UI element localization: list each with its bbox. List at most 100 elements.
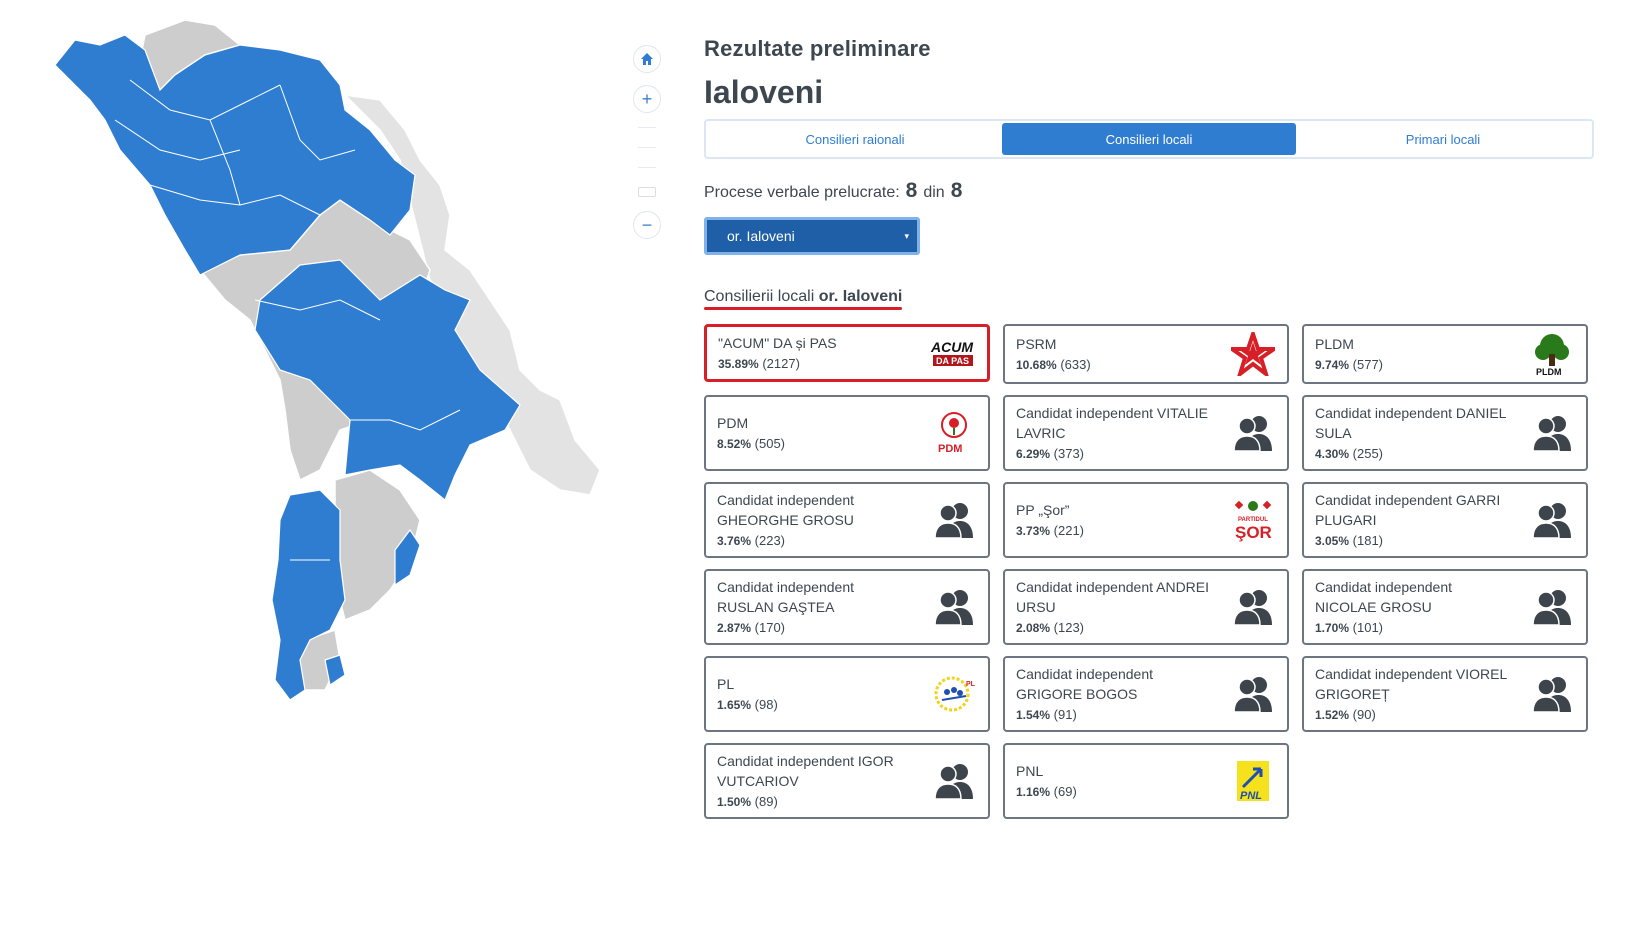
tab-consilieri-raionali[interactable]: Consilieri raionali [805, 131, 905, 147]
candidate-percent: 2.08% [1016, 620, 1051, 635]
candidate-name: Candidat independent GRIGORE BOGOS [1016, 665, 1154, 702]
district-borders [114, 79, 461, 561]
result-card[interactable]: PP „Şor” 3.73% (221) PARTIDUL ŞOR [1003, 482, 1289, 558]
page-subtitle: Rezultate preliminare [704, 36, 931, 61]
candidate-votes: (170) [754, 619, 786, 635]
zoom-in-button[interactable]: + [633, 85, 661, 113]
result-card[interactable]: PSRM 10.68% (633) [1003, 324, 1289, 384]
region-blue-center[interactable] [254, 259, 521, 501]
candidate-name: "ACUM" DA și PAS [718, 334, 837, 351]
result-card[interactable]: Candidat independent ANDREI URSU 2.08% (… [1003, 569, 1289, 645]
home-button[interactable] [633, 45, 661, 73]
independent-people-icon [930, 758, 978, 804]
candidate-percent: 1.65% [717, 697, 752, 712]
section-heading: Consilierii locali or. Ialoveni [704, 288, 903, 310]
processed-label: Procese verbale prelucrate: [704, 184, 900, 201]
region-blue-north[interactable] [54, 34, 416, 276]
candidate-percent: 10.68% [1016, 357, 1057, 372]
independent-people-icon [930, 497, 978, 543]
svg-text:ŞOR: ŞOR [1235, 523, 1272, 542]
result-card[interactable]: PL 1.65% (98) PL [704, 656, 990, 732]
candidate-name: Candidat independent GHEORGHE GROSU [717, 491, 855, 528]
results-grid: "ACUM" DA și PAS 35.89% (2127) ACUM DA PA… [704, 324, 1588, 819]
zoom-slider[interactable] [633, 117, 661, 207]
independent-people-icon [1528, 410, 1576, 456]
candidate-percent: 3.05% [1315, 533, 1350, 548]
result-card[interactable]: Candidat independent GHEORGHE GROSU 3.76… [704, 482, 990, 558]
candidate-name: PP „Şor” [1016, 501, 1070, 518]
locality-select[interactable]: or. Ialoveni ▾ [704, 217, 920, 255]
candidate-percent: 35.89% [718, 356, 759, 371]
candidate-votes: (181) [1352, 532, 1384, 548]
svg-text:DA PAS: DA PAS [936, 356, 969, 366]
section-underline [704, 307, 903, 310]
result-card[interactable]: Candidat independent NICOLAE GROSU 1.70%… [1302, 569, 1588, 645]
candidate-votes: (123) [1053, 619, 1085, 635]
zoom-handle[interactable] [638, 187, 656, 198]
zoom-tick [638, 167, 656, 169]
independent-people-icon [1229, 410, 1277, 456]
candidate-votes: (69) [1053, 783, 1077, 799]
candidate-name: Candidat independent GARRI PLUGARI [1315, 491, 1501, 528]
zoom-out-button[interactable]: − [633, 211, 661, 239]
result-card[interactable]: Candidat independent RUSLAN GAŞTEA 2.87%… [704, 569, 990, 645]
independent-people-icon [1229, 671, 1277, 717]
candidate-votes: (255) [1352, 445, 1384, 461]
candidate-name: Candidat independent RUSLAN GAŞTEA [717, 578, 855, 615]
candidate-percent: 1.50% [717, 794, 752, 809]
candidate-percent: 1.70% [1315, 620, 1350, 635]
candidate-name: PNL [1016, 762, 1044, 779]
candidate-name: Candidat independent VITALIE LAVRIC [1016, 404, 1208, 441]
result-card[interactable]: PNL 1.16% (69) PNL [1003, 743, 1289, 819]
candidate-name: Candidat independent IGOR VUTCARIOV [717, 752, 894, 789]
svg-text:ACUM: ACUM [930, 339, 973, 355]
svg-text:PDM: PDM [938, 443, 962, 455]
tab-consilieri-locali[interactable]: Consilieri locali [1002, 123, 1296, 155]
region-blue-southtip[interactable] [324, 654, 346, 686]
candidate-percent: 1.52% [1315, 707, 1350, 722]
candidate-votes: (373) [1053, 445, 1085, 461]
region-blue-southeast[interactable] [394, 528, 421, 587]
result-card[interactable]: PLDM 9.74% (577) PLDM [1302, 324, 1588, 384]
sor-logo: PARTIDUL ŞOR [1229, 497, 1277, 543]
region-blue-south[interactable] [271, 489, 346, 701]
candidate-votes: (505) [754, 435, 786, 451]
home-icon [641, 53, 653, 65]
pdm-rose-logo: PDM [930, 410, 978, 456]
processed-counter: Procese verbale prelucrate: 8 din 8 [704, 179, 1599, 203]
candidate-percent: 1.54% [1016, 707, 1051, 722]
result-card[interactable]: Candidat independent GARRI PLUGARI 3.05%… [1302, 482, 1588, 558]
result-card[interactable]: Candidat independent GRIGORE BOGOS 1.54%… [1003, 656, 1289, 732]
result-card[interactable]: Candidat independent VIOREL GRIGOREȚ 1.5… [1302, 656, 1588, 732]
candidate-name: Candidat independent NICOLAE GROSU [1315, 578, 1453, 615]
result-card[interactable]: Candidat independent DANIEL SULA 4.30% (… [1302, 395, 1588, 471]
zoom-tick [638, 126, 656, 128]
candidate-percent: 6.29% [1016, 446, 1051, 461]
candidate-name: PDM [717, 414, 749, 431]
result-card[interactable]: PDM 8.52% (505) PDM [704, 395, 990, 471]
processed-done: 8 [905, 179, 918, 202]
candidate-votes: (221) [1053, 522, 1085, 538]
zoom-tick [638, 146, 656, 148]
candidate-votes: (91) [1053, 706, 1077, 722]
candidate-name: Candidat independent ANDREI URSU [1016, 578, 1210, 615]
moldova-map[interactable] [0, 0, 700, 760]
results-panel: Rezultate preliminare Ialoveni Consilier… [704, 36, 1599, 819]
result-card[interactable]: Candidat independent VITALIE LAVRIC 6.29… [1003, 395, 1289, 471]
locality-select-value: or. Ialoveni [727, 228, 795, 244]
section-heading-label: Consilierii locali [704, 288, 815, 305]
candidate-votes: (577) [1352, 356, 1384, 372]
result-card[interactable]: Candidat independent IGOR VUTCARIOV 1.50… [704, 743, 990, 819]
candidate-votes: (89) [754, 793, 778, 809]
svg-text:PL: PL [966, 681, 976, 688]
tab-primari-locali[interactable]: Primari locali [1405, 131, 1481, 147]
candidate-percent: 3.73% [1016, 523, 1051, 538]
map-controls: + − [633, 45, 663, 239]
election-type-tabs: Consilieri raionali Consilieri locali Pr… [704, 119, 1594, 159]
psrm-star-logo [1229, 331, 1277, 377]
result-card[interactable]: "ACUM" DA și PAS 35.89% (2127) ACUM DA PA… [704, 324, 990, 382]
candidate-percent: 8.52% [717, 436, 752, 451]
map-area[interactable]: + − [0, 0, 700, 760]
pnl-logo: PNL [1229, 758, 1277, 804]
chevron-down-icon: ▾ [904, 230, 909, 241]
